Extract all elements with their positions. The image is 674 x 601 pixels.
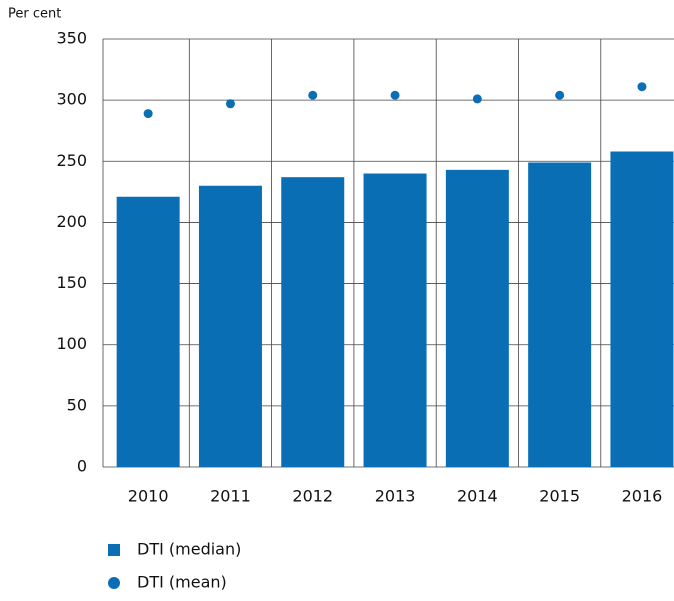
dot: [308, 90, 318, 100]
dot: [555, 90, 565, 100]
y-tick-label: 250: [56, 151, 87, 170]
bar: [528, 162, 592, 467]
x-tick-label: 2014: [457, 487, 498, 506]
y-tick-label: 100: [56, 334, 87, 353]
dot: [637, 82, 647, 92]
dot: [143, 109, 153, 119]
x-tick-label: 2015: [539, 487, 580, 506]
legend-label: DTI (mean): [137, 573, 227, 592]
y-tick-label: 200: [56, 212, 87, 231]
y-tick-label: 300: [56, 90, 87, 109]
bar: [281, 177, 345, 467]
bar: [116, 196, 180, 467]
y-tick-label: 350: [56, 29, 87, 48]
bar: [363, 173, 427, 467]
bar: [198, 185, 262, 467]
x-tick-label: 2010: [128, 487, 169, 506]
legend-label: DTI (median): [137, 540, 241, 559]
x-tick-label: 2012: [292, 487, 333, 506]
y-tick-label: 0: [77, 457, 87, 476]
bar: [610, 151, 674, 467]
y-axis-label: Per cent: [8, 7, 61, 22]
y-tick-label: 150: [56, 273, 87, 292]
legend-swatch: [108, 544, 120, 556]
y-tick-label: 50: [67, 395, 87, 414]
dot: [225, 99, 235, 109]
x-tick-label: 2016: [622, 487, 663, 506]
bar: [445, 169, 509, 468]
x-tick-label: 2013: [375, 487, 416, 506]
dot: [472, 94, 482, 104]
dot: [390, 90, 400, 100]
x-tick-label: 2011: [210, 487, 251, 506]
legend-swatch: [108, 577, 120, 589]
